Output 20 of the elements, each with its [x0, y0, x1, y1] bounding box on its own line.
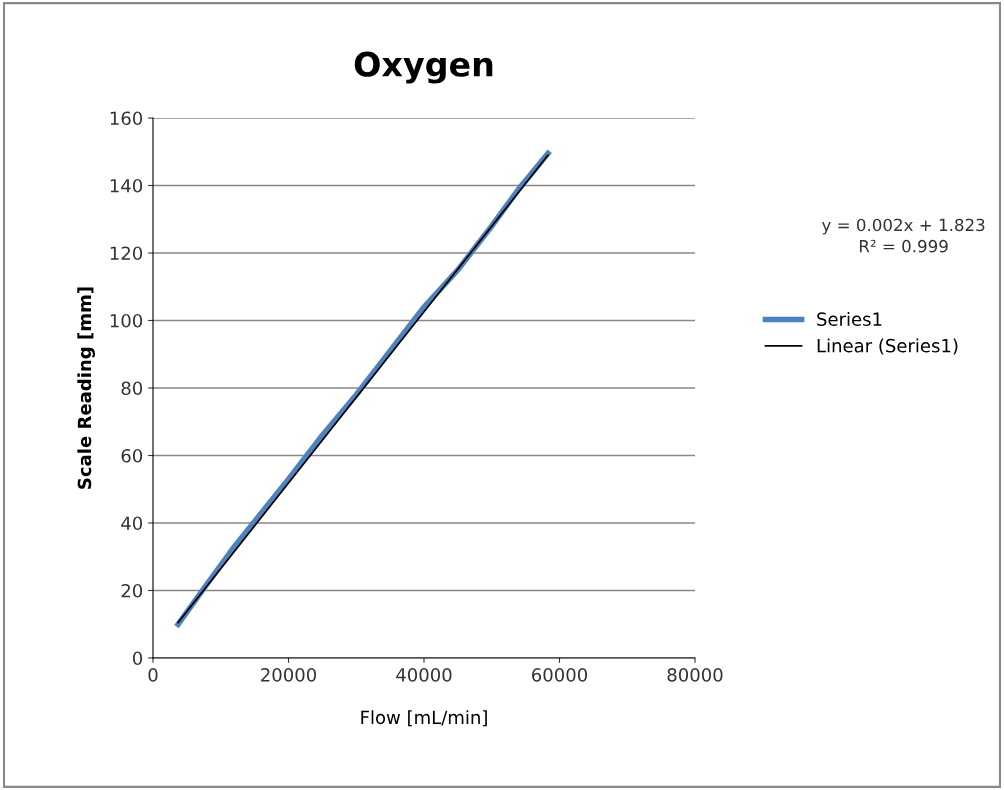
- y-tick-label: 100: [110, 313, 143, 328]
- legend-label: Series1: [817, 312, 882, 326]
- x-tick-label: 0: [148, 668, 158, 682]
- x-axis-title: Flow [mL/min]: [361, 710, 487, 727]
- y-tick-label: 60: [121, 448, 143, 463]
- y-tick-label: 120: [110, 246, 143, 261]
- y-axis-title: Scale Reading [mm]: [77, 287, 95, 489]
- y-tick-label: 80: [121, 381, 143, 396]
- chart-title: Oxygen: [354, 51, 493, 84]
- y-tick-label: 40: [121, 516, 143, 531]
- x-tick-label: 60000: [532, 668, 588, 682]
- y-tick-label: 20: [121, 583, 143, 598]
- x-tick-label: 80000: [667, 668, 723, 682]
- x-tick-label: 20000: [261, 668, 317, 682]
- y-tick-label: 140: [110, 178, 143, 193]
- legend-label: Linear (Series1): [817, 338, 958, 355]
- text: y = 0.002x + 1.823 R² = 0.999: [821, 218, 985, 253]
- y-tick-label: 0: [132, 651, 143, 666]
- y-tick-label: 160: [110, 111, 143, 126]
- x-tick-label: 40000: [396, 668, 452, 682]
